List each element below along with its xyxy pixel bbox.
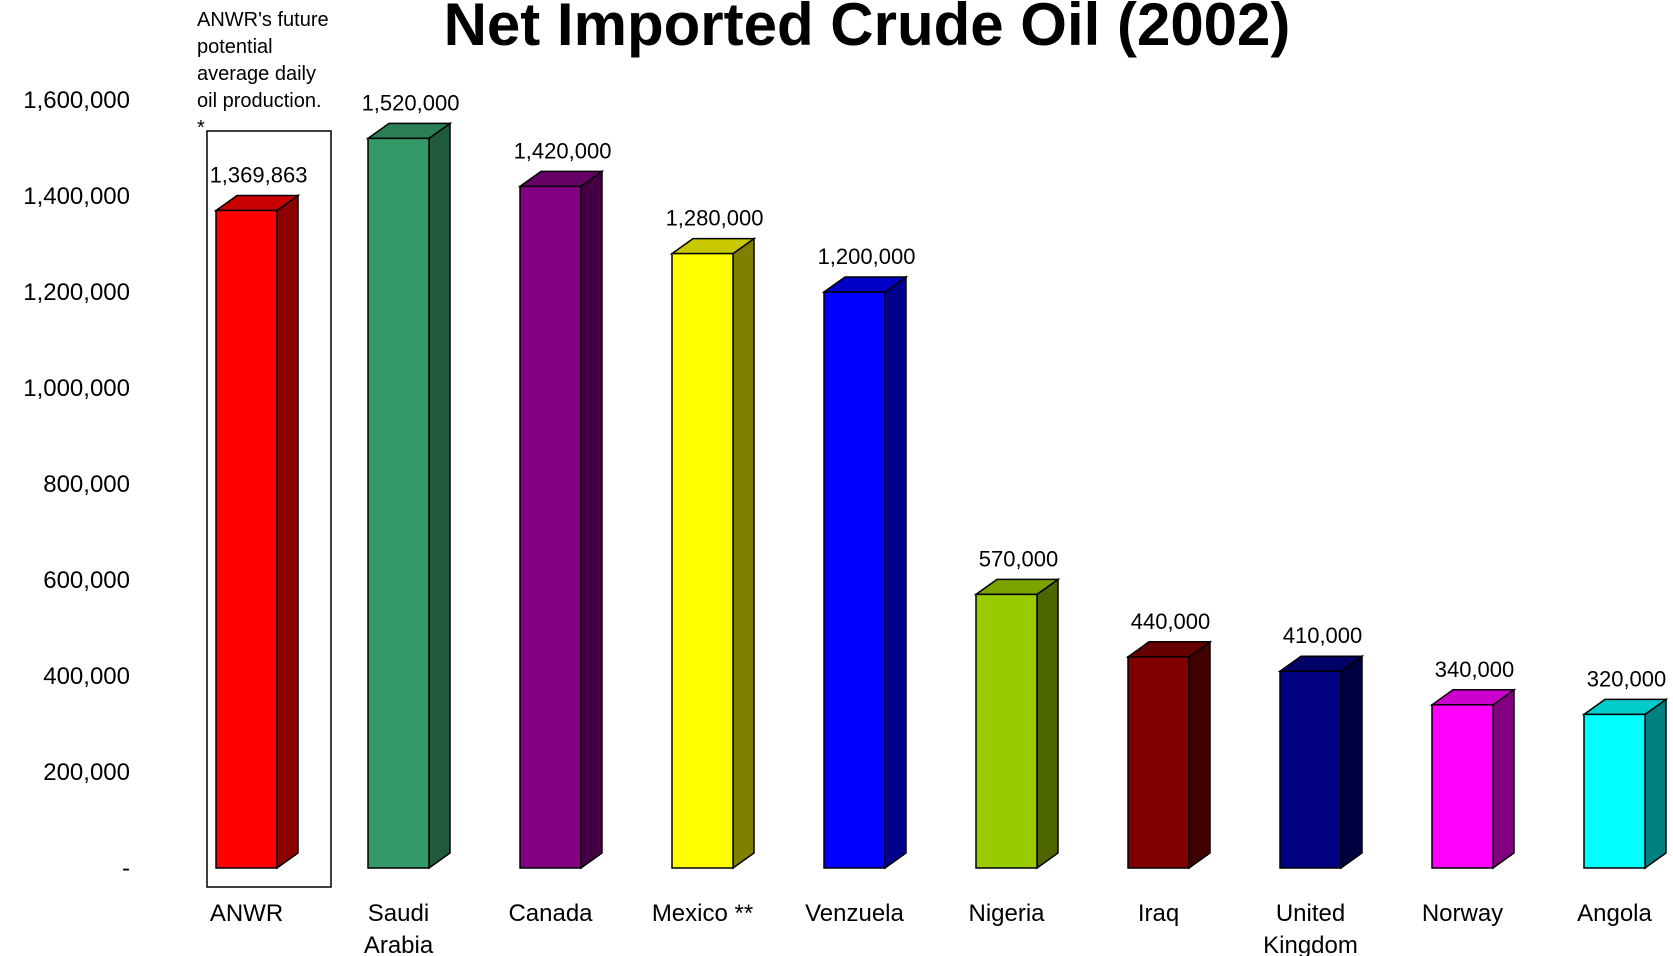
x-tick-label: Venzuela xyxy=(805,900,904,927)
y-tick-label: 1,600,000 xyxy=(23,87,130,114)
x-tick-label: Canada xyxy=(508,900,593,927)
annotation-line: average daily xyxy=(197,63,316,85)
bar xyxy=(1279,670,1342,869)
x-tick-label: Norway xyxy=(1422,900,1503,927)
y-axis: - 200,000 400,000 600,000 800,000 1,000,000 1,… xyxy=(23,87,130,882)
bar xyxy=(975,593,1038,869)
bar-group: 320,000 xyxy=(1581,666,1669,870)
data-label: 440,000 xyxy=(1131,609,1211,634)
bars: 1,369,863 1,520,000 1,420,000 1,280,000 1,20… xyxy=(210,90,1669,870)
anwr-highlight-box xyxy=(206,130,332,888)
bar-group: 340,000 xyxy=(1429,657,1517,870)
bar-group: 1,369,863 xyxy=(210,162,308,870)
chart-title: Net Imported Crude Oil (2002) xyxy=(444,0,1291,58)
data-label: 1,520,000 xyxy=(362,90,460,115)
bar-side xyxy=(884,275,907,870)
bar xyxy=(671,252,734,869)
bar xyxy=(1127,656,1190,869)
x-tick-label: Arabia xyxy=(364,932,434,956)
y-tick-label: 600,000 xyxy=(43,567,130,594)
y-tick-label: 200,000 xyxy=(43,759,130,786)
data-label: 410,000 xyxy=(1283,623,1363,648)
y-tick-label: 1,400,000 xyxy=(23,183,130,210)
bar-side xyxy=(1644,697,1667,870)
bar-side xyxy=(1340,654,1363,870)
data-label: 1,420,000 xyxy=(514,138,612,163)
x-axis: ANWR Saudi Arabia Canada Mexico ** Venzuela Ni… xyxy=(210,900,1653,956)
bar-side xyxy=(1188,640,1211,870)
anwr-annotation: ANWR's future potential average daily oil p… xyxy=(197,9,332,888)
bar xyxy=(519,185,582,869)
bar-side xyxy=(428,121,451,870)
data-label: 570,000 xyxy=(979,546,1059,571)
annotation-line: ANWR's future xyxy=(197,9,329,31)
x-tick-label: Nigeria xyxy=(968,900,1045,927)
x-tick-label: United xyxy=(1276,900,1345,927)
bar-group: 1,280,000 xyxy=(666,206,764,870)
bar-side xyxy=(1492,688,1515,870)
bar-group: 1,520,000 xyxy=(362,90,460,870)
y-tick-label: 800,000 xyxy=(43,471,130,498)
bar-group: 570,000 xyxy=(973,546,1061,870)
bar-side xyxy=(276,194,299,870)
annotation-line: * xyxy=(197,117,205,139)
bar xyxy=(1431,704,1494,869)
y-tick-label: 1,200,000 xyxy=(23,279,130,306)
x-tick-label: Iraq xyxy=(1138,900,1179,927)
bar xyxy=(215,209,278,869)
y-tick-label: 1,000,000 xyxy=(23,375,130,402)
data-label: 1,369,863 xyxy=(210,162,308,187)
x-tick-label: ANWR xyxy=(210,900,283,927)
annotation-line: potential xyxy=(197,36,273,58)
bar-group: 410,000 xyxy=(1277,623,1365,870)
bar-side xyxy=(580,169,603,870)
bar-side xyxy=(1036,577,1059,870)
x-tick-label: Angola xyxy=(1577,900,1652,927)
x-tick-label: Mexico ** xyxy=(652,900,753,927)
y-tick-label: 400,000 xyxy=(43,663,130,690)
annotation-line: oil production. xyxy=(197,90,322,112)
bar-side xyxy=(732,237,755,870)
x-tick-label: Saudi xyxy=(368,900,429,927)
bar xyxy=(367,137,430,869)
bar-group: 1,420,000 xyxy=(514,138,612,870)
y-tick-label: - xyxy=(122,855,130,882)
bar xyxy=(823,291,886,869)
bar-group: 1,200,000 xyxy=(818,244,916,870)
data-label: 320,000 xyxy=(1587,666,1667,691)
bar-group: 440,000 xyxy=(1125,609,1213,870)
data-label: 1,200,000 xyxy=(818,244,916,269)
data-label: 340,000 xyxy=(1435,657,1515,682)
data-label: 1,280,000 xyxy=(666,206,764,231)
bar xyxy=(1583,713,1646,869)
x-tick-label: Kingdom xyxy=(1263,932,1358,956)
